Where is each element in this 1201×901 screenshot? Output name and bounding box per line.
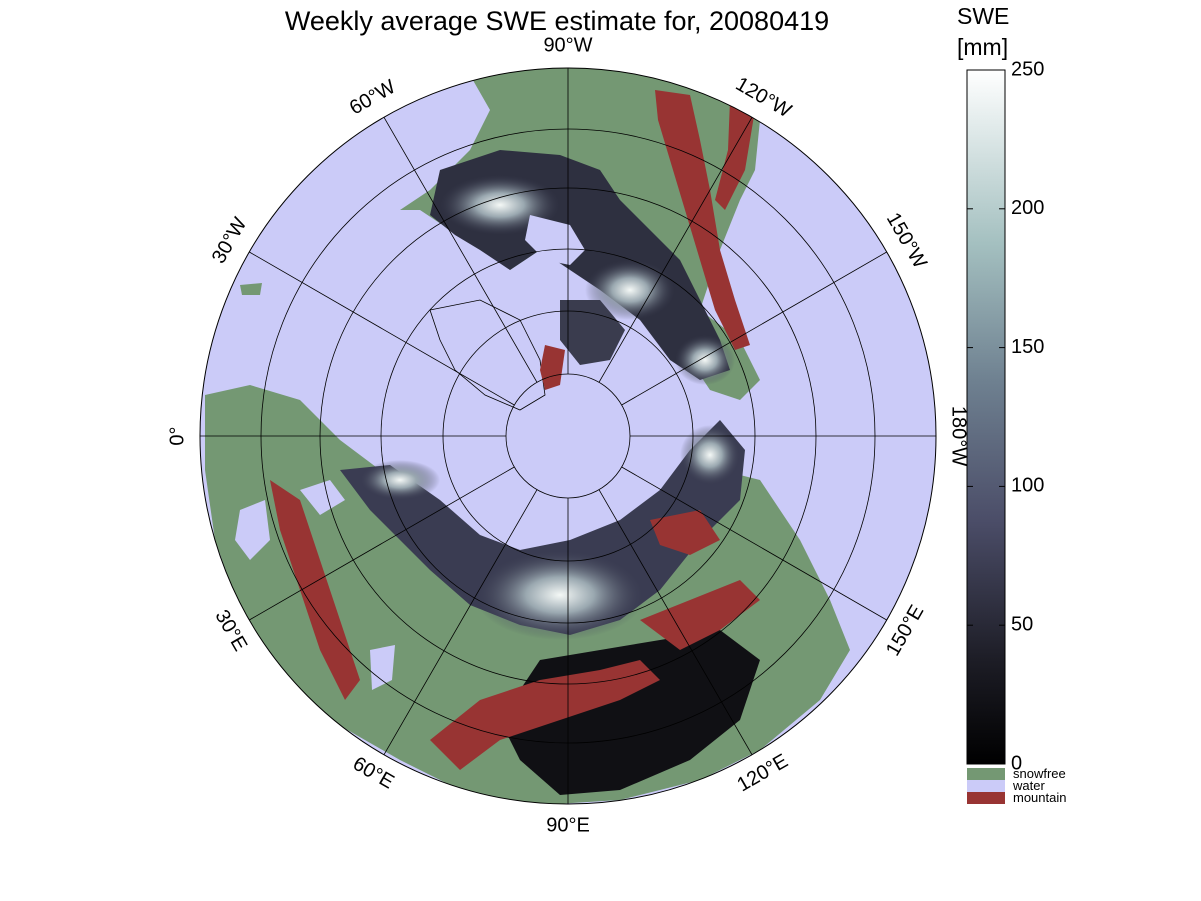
baffin-mountain — [540, 345, 565, 390]
colorbar-ticks: 250 200 150 100 50 0 — [967, 58, 1044, 774]
mountains-europe — [270, 480, 360, 700]
legend-swatch-mountain — [967, 792, 1005, 804]
colorbar-label-swe: SWE — [957, 3, 1009, 29]
legend-label-snowfree: snowfree — [1013, 766, 1066, 781]
meridian-label: 90°E — [546, 814, 590, 836]
meridian-label: 0° — [166, 426, 188, 445]
legend-label-mountain: mountain — [1013, 790, 1066, 805]
low-snow-central-asia — [500, 630, 760, 795]
snow-high-scandinavia — [360, 460, 440, 500]
colorbar: SWE [mm] 250 200 150 100 50 0 — [957, 3, 1044, 774]
iceland — [240, 283, 262, 295]
hudson-bay — [525, 215, 585, 265]
mountains-central-asia — [430, 660, 660, 770]
meridian-line — [621, 466, 887, 621]
baltic-sea — [235, 500, 270, 560]
colorbar-tick-label: 200 — [1011, 197, 1044, 219]
meridian-label: 180°W — [948, 406, 970, 466]
snow-high-east-siberia — [680, 425, 740, 485]
rocky-mountains — [655, 90, 750, 350]
meridian-label: 90°W — [543, 34, 592, 56]
legend-label-water: water — [1012, 778, 1045, 793]
meridian-line — [621, 251, 887, 406]
greenland — [429, 299, 546, 411]
colorbar-tick-label: 250 — [1011, 58, 1044, 80]
legend-swatch-snowfree — [967, 768, 1005, 780]
colorbar-tick-label: 100 — [1011, 475, 1044, 497]
meridian-line — [383, 117, 538, 383]
colorbar-label-unit: [mm] — [957, 34, 1008, 60]
caspian-sea — [370, 645, 395, 690]
mountains-alaska-coast — [715, 100, 755, 210]
snow-high-hudson — [585, 260, 675, 320]
mountains-east-siberia — [650, 510, 720, 555]
legend-swatch-water — [967, 780, 1005, 792]
snow-high-siberia — [475, 550, 645, 640]
polar-map — [200, 68, 936, 804]
meridian-line — [249, 466, 515, 621]
snow-high-alaska — [675, 335, 735, 385]
meridian-line — [598, 117, 753, 383]
colorbar-gradient — [966, 69, 1006, 765]
colorbar-tick-label: 0 — [1011, 752, 1022, 774]
colorbar-tick-label: 150 — [1011, 336, 1044, 358]
graticule — [199, 67, 937, 805]
canadian-archipelago — [560, 300, 625, 365]
mountains-east-asia — [640, 580, 760, 650]
meridian-line — [598, 489, 753, 755]
snowpack-eurasia — [340, 420, 745, 635]
meridian-line — [383, 489, 538, 755]
colorbar-tick-label: 50 — [1011, 613, 1033, 635]
map-title: Weekly average SWE estimate for, 2008041… — [285, 6, 829, 36]
meridian-line — [249, 251, 515, 406]
white-sea — [300, 480, 345, 515]
